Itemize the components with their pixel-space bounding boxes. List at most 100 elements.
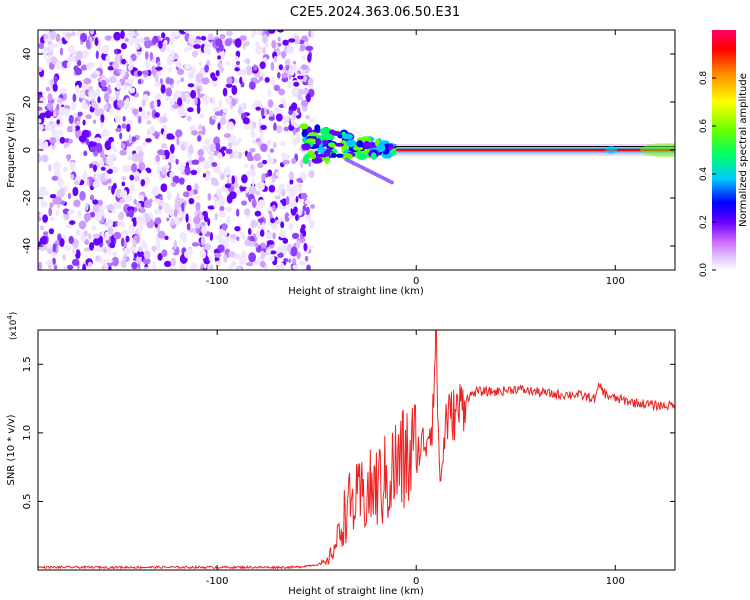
noise-blob	[287, 80, 292, 89]
noise-blob	[288, 171, 295, 180]
noise-blob	[200, 113, 205, 119]
noise-blob	[216, 188, 222, 198]
noise-blob	[78, 220, 87, 230]
noise-blob	[108, 178, 112, 184]
noise-blob	[246, 151, 253, 162]
noise-blob	[163, 130, 167, 141]
noise-blob	[251, 132, 256, 139]
noise-blob	[212, 106, 220, 113]
noise-blob	[148, 198, 153, 203]
noise-blob	[257, 181, 265, 191]
noise-blob	[180, 143, 186, 151]
noise-blob	[239, 76, 243, 84]
noise-blob	[176, 192, 180, 203]
noise-blob	[277, 187, 281, 198]
noise-blob	[139, 194, 144, 200]
noise-blob	[225, 30, 233, 37]
noise-blob	[239, 256, 246, 266]
noise-blob	[169, 143, 175, 154]
noise-blob	[245, 65, 253, 76]
transition-blob	[331, 131, 343, 136]
noise-blob	[158, 205, 162, 210]
noise-blob	[219, 44, 224, 52]
noise-blob	[179, 208, 183, 216]
noise-blob	[254, 79, 261, 84]
noise-blob	[112, 250, 118, 257]
transition-blob	[363, 140, 371, 150]
noise-blob	[217, 152, 223, 160]
noise-blob	[251, 178, 255, 187]
noise-blob	[190, 262, 198, 270]
noise-blob	[53, 110, 57, 117]
snr-panel: -100 0 100 0.5 1.0 1.5 Height of straight li…	[6, 312, 676, 597]
noise-blob	[184, 63, 191, 70]
noise-blob	[89, 242, 95, 251]
noise-blob	[39, 225, 45, 231]
noise-blob	[121, 229, 129, 236]
noise-blob	[193, 39, 201, 45]
x-tick-label: 0	[413, 576, 419, 587]
noise-blob	[304, 114, 311, 120]
noise-blob	[72, 247, 77, 256]
noise-blob	[279, 141, 287, 146]
transition-blob	[324, 155, 331, 164]
noise-blob	[173, 54, 179, 60]
noise-blob	[268, 185, 276, 193]
noise-blob	[217, 169, 222, 176]
noise-blob	[195, 222, 201, 229]
noise-blob	[67, 192, 72, 200]
noise-blob	[49, 30, 57, 40]
transition-blob	[356, 140, 364, 148]
noise-blob	[111, 166, 119, 174]
noise-blob	[92, 119, 97, 124]
noise-blob	[273, 55, 278, 63]
noise-blob	[300, 192, 308, 200]
noise-blob	[146, 168, 152, 174]
noise-blob	[97, 96, 101, 104]
noise-blob	[94, 137, 102, 143]
noise-blob	[116, 49, 122, 54]
noise-blob	[283, 126, 289, 132]
noise-blob	[195, 72, 204, 83]
noise-blob	[114, 221, 119, 227]
noise-blob	[149, 51, 154, 61]
noise-blob	[269, 148, 274, 153]
noise-blob	[257, 162, 264, 169]
noise-blob	[209, 264, 214, 270]
noise-blob	[153, 198, 161, 204]
noise-blob	[265, 43, 269, 48]
noise-blob	[57, 177, 64, 188]
noise-blob	[90, 73, 98, 79]
noise-blob	[83, 150, 88, 157]
noise-blob	[245, 170, 252, 176]
noise-blob	[306, 264, 311, 270]
noise-blob	[293, 184, 301, 191]
noise-blob	[262, 159, 268, 165]
noise-blob	[288, 109, 293, 115]
noise-blob	[101, 264, 105, 270]
x-tick-label: 0	[413, 276, 419, 287]
transition-blob	[334, 142, 345, 147]
noise-blob	[65, 224, 72, 229]
noise-blob	[105, 155, 113, 165]
noise-blob	[194, 210, 200, 216]
noise-blob	[184, 46, 188, 53]
noise-blob	[121, 58, 127, 65]
band-blob	[605, 146, 618, 154]
noise-blob	[167, 46, 171, 52]
noise-blob	[111, 256, 119, 267]
noise-blob	[194, 96, 198, 106]
noise-blob	[135, 256, 143, 265]
spectrogram-x-label: Height of straight line (km)	[288, 286, 424, 297]
noise-blob	[286, 45, 295, 55]
noise-blob	[146, 111, 151, 116]
noise-blob	[215, 142, 221, 152]
noise-blob	[104, 140, 112, 151]
noise-blob	[297, 75, 305, 80]
noise-blob	[203, 259, 210, 265]
noise-blob	[128, 37, 134, 46]
noise-blob	[279, 244, 288, 255]
noise-blob	[105, 165, 110, 171]
noise-blob	[92, 204, 100, 214]
noise-blob	[160, 84, 166, 94]
